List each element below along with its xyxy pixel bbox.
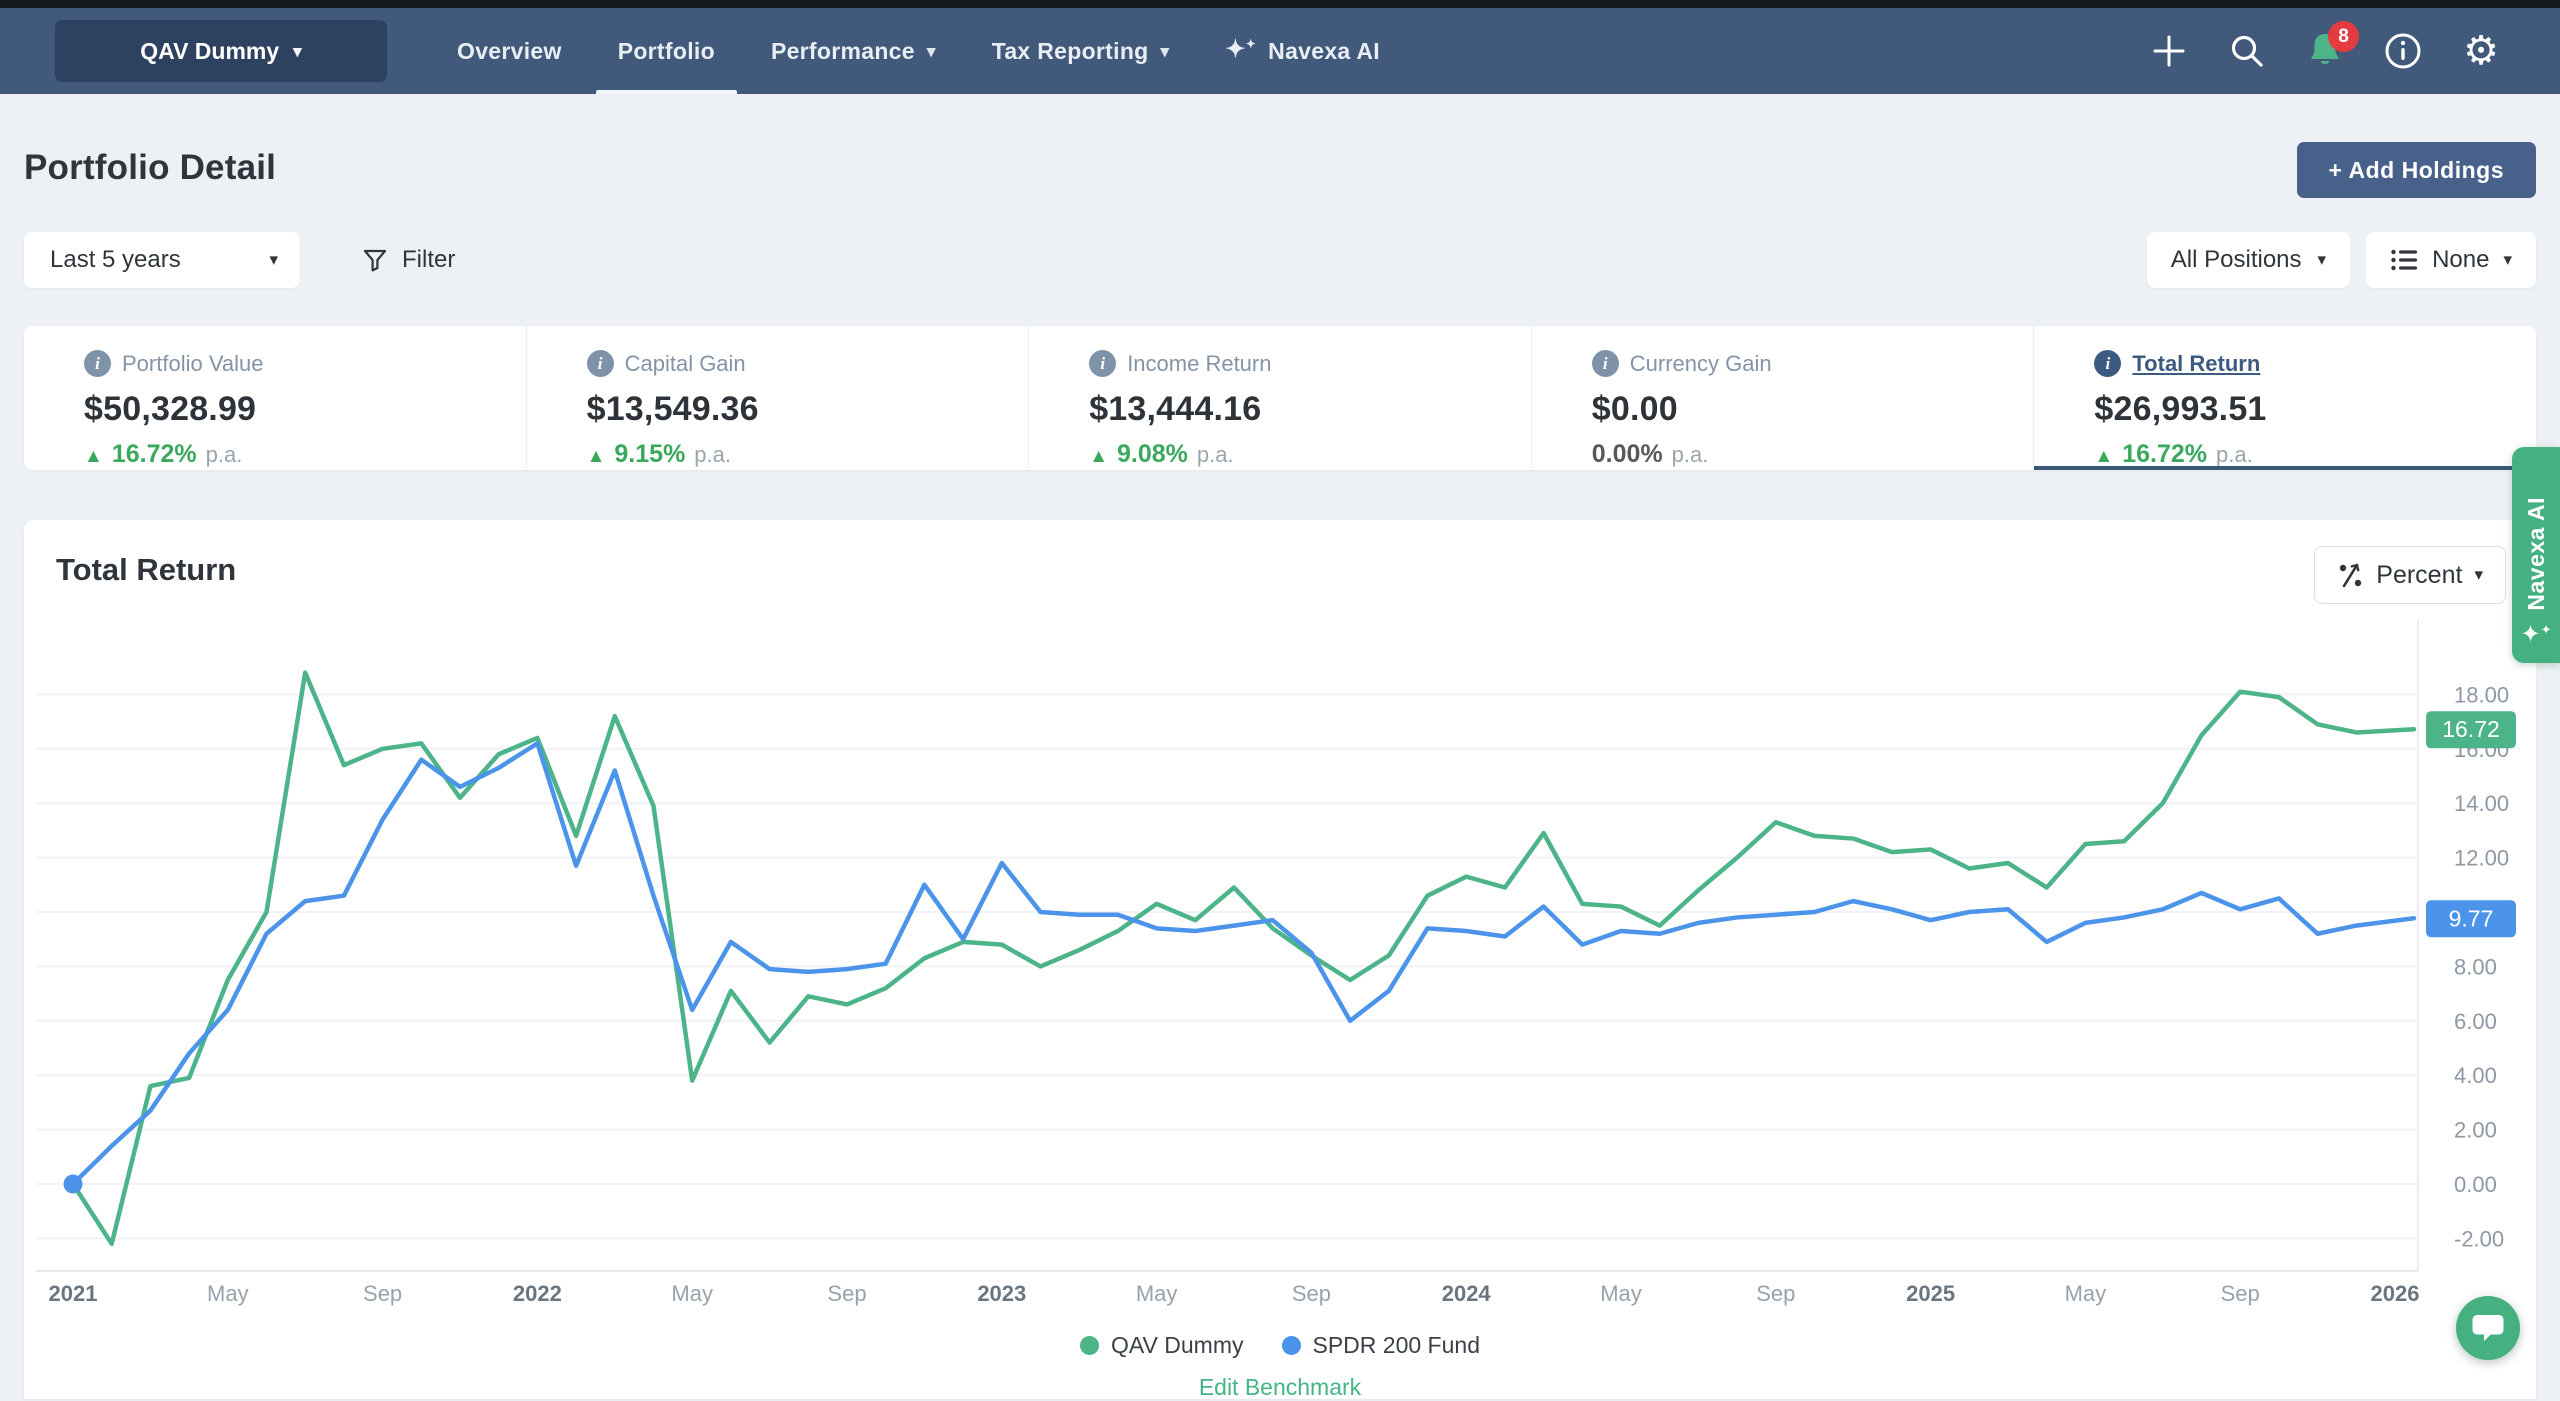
svg-text:12.00: 12.00	[2454, 846, 2509, 871]
svg-text:2026: 2026	[2371, 1281, 2420, 1306]
svg-text:9.77: 9.77	[2449, 905, 2494, 931]
period-select[interactable]: Last 5 years ▾	[24, 232, 300, 288]
nav-tab-tax-reporting[interactable]: Tax Reporting▾	[964, 8, 1198, 94]
chart-legend: QAV Dummy SPDR 200 Fund	[24, 1332, 2536, 1359]
filter-row: Last 5 years ▾ Filter All Positions ▾ No…	[24, 232, 2536, 288]
svg-text:Sep: Sep	[1292, 1281, 1331, 1306]
chevron-down-icon: ▾	[2474, 565, 2483, 585]
positions-select-value: All Positions	[2171, 246, 2302, 274]
page-header: Portfolio Detail + Add Holdings	[24, 138, 2536, 208]
svg-text:2021: 2021	[49, 1281, 98, 1306]
percent-icon	[2337, 562, 2364, 589]
nav-tab-overview[interactable]: Overview	[429, 8, 590, 94]
chart-title: Total Return	[56, 552, 236, 588]
svg-text:14.00: 14.00	[2454, 791, 2509, 816]
arrow-up-icon: ▲	[587, 446, 606, 468]
search-icon[interactable]	[2226, 30, 2268, 72]
arrow-up-icon: ▲	[2094, 446, 2113, 468]
chevron-down-icon: ▾	[293, 43, 302, 60]
settings-gear-icon[interactable]: ⚙	[2460, 30, 2502, 72]
notification-count-badge: 8	[2328, 21, 2359, 52]
stats-summary-bar: iPortfolio Value $50,328.99 ▲16.72%p.a. …	[24, 326, 2536, 470]
portfolio-selector-button[interactable]: QAV Dummy ▾	[55, 20, 387, 82]
grouping-select-value: None	[2432, 246, 2489, 274]
svg-text:-2.00: -2.00	[2454, 1226, 2504, 1251]
svg-text:May: May	[2065, 1281, 2107, 1306]
add-icon[interactable]	[2148, 30, 2190, 72]
grouping-select[interactable]: None ▾	[2366, 232, 2536, 288]
period-select-value: Last 5 years	[50, 246, 181, 274]
svg-text:Sep: Sep	[363, 1281, 402, 1306]
svg-text:6.00: 6.00	[2454, 1009, 2497, 1034]
svg-text:Sep: Sep	[2221, 1281, 2260, 1306]
chat-bubble-icon	[2471, 1311, 2505, 1345]
svg-text:4.00: 4.00	[2454, 1063, 2497, 1088]
navexa-ai-side-tab[interactable]: Navexa AI ✦✦	[2512, 447, 2560, 663]
svg-text:Sep: Sep	[827, 1281, 866, 1306]
funnel-icon	[362, 247, 388, 273]
info-icon: i	[1089, 350, 1116, 377]
navexa-ai-side-tab-label: Navexa AI	[2523, 497, 2550, 611]
sparkle-icon: ✦✦	[1225, 38, 1256, 62]
chevron-down-icon: ▾	[2318, 250, 2327, 270]
svg-text:May: May	[207, 1281, 249, 1306]
chevron-down-icon: ▾	[1161, 43, 1170, 60]
sparkle-icon: ✦✦	[2520, 623, 2551, 647]
portfolio-selector-label: QAV Dummy	[140, 38, 279, 65]
info-icon: i	[1592, 350, 1619, 377]
svg-text:Sep: Sep	[1756, 1281, 1795, 1306]
nav-tab-portfolio[interactable]: Portfolio	[590, 8, 743, 94]
right-filter-group: All Positions ▾ None ▾	[2147, 232, 2536, 288]
svg-text:May: May	[1600, 1281, 1642, 1306]
stat-capital-gain[interactable]: iCapital Gain $13,549.36 ▲9.15%p.a.	[526, 326, 1029, 470]
chat-support-button[interactable]	[2456, 1296, 2520, 1360]
stat-total-return[interactable]: iTotal Return $26,993.51 ▲16.72%p.a.	[2033, 326, 2536, 470]
nav-links: Overview Portfolio Performance▾ Tax Repo…	[429, 8, 1408, 94]
nav-tab-navexa-ai[interactable]: ✦✦Navexa AI	[1197, 8, 1408, 94]
svg-text:16.72: 16.72	[2442, 716, 2500, 742]
total-return-line-chart[interactable]: 18.0016.0014.0012.0010.008.006.004.002.0…	[24, 620, 2536, 1320]
notifications-bell-icon[interactable]: 8	[2304, 30, 2346, 72]
filter-button[interactable]: Filter	[362, 246, 455, 274]
legend-dot	[1080, 1336, 1099, 1355]
svg-text:2.00: 2.00	[2454, 1118, 2497, 1143]
chevron-down-icon: ▾	[269, 250, 278, 270]
chevron-down-icon: ▾	[927, 43, 936, 60]
stat-portfolio-value[interactable]: iPortfolio Value $50,328.99 ▲16.72%p.a.	[24, 326, 526, 470]
chart-unit-select[interactable]: Percent ▾	[2314, 546, 2506, 604]
svg-text:8.00: 8.00	[2454, 954, 2497, 979]
svg-text:2025: 2025	[1906, 1281, 1955, 1306]
chart-unit-value: Percent	[2376, 561, 2462, 590]
svg-text:2023: 2023	[977, 1281, 1026, 1306]
add-holdings-button[interactable]: + Add Holdings	[2297, 142, 2536, 198]
page-title: Portfolio Detail	[24, 148, 276, 188]
legend-dot	[1282, 1336, 1301, 1355]
svg-text:May: May	[1136, 1281, 1178, 1306]
info-icon: i	[84, 350, 111, 377]
edit-benchmark-link[interactable]: Edit Benchmark	[24, 1374, 2536, 1401]
stat-income-return[interactable]: iIncome Return $13,444.16 ▲9.08%p.a.	[1028, 326, 1531, 470]
window-top-edge	[0, 0, 2560, 8]
chevron-down-icon: ▾	[2503, 250, 2512, 270]
arrow-up-icon: ▲	[1089, 446, 1108, 468]
nav-tab-performance[interactable]: Performance▾	[743, 8, 964, 94]
navbar-icon-group: 8 ⚙	[2148, 8, 2502, 94]
list-icon	[2390, 247, 2418, 273]
top-navbar: QAV Dummy ▾ Overview Portfolio Performan…	[0, 8, 2560, 94]
info-icon[interactable]	[2382, 30, 2424, 72]
legend-item-qav-dummy[interactable]: QAV Dummy	[1080, 1332, 1243, 1359]
svg-text:May: May	[671, 1281, 713, 1306]
svg-text:18.00: 18.00	[2454, 682, 2509, 707]
filter-button-label: Filter	[402, 246, 455, 274]
info-icon: i	[2094, 350, 2121, 377]
stat-currency-gain[interactable]: iCurrency Gain $0.00 ▲0.00%p.a.	[1531, 326, 2034, 470]
positions-select[interactable]: All Positions ▾	[2147, 232, 2350, 288]
arrow-up-icon: ▲	[84, 446, 103, 468]
total-return-chart-card: Total Return Percent ▾ 18.0016.0014.0012…	[24, 520, 2536, 1399]
info-icon: i	[587, 350, 614, 377]
svg-text:2022: 2022	[513, 1281, 562, 1306]
legend-item-benchmark[interactable]: SPDR 200 Fund	[1282, 1332, 1480, 1359]
svg-text:0.00: 0.00	[2454, 1172, 2497, 1197]
svg-text:2024: 2024	[1442, 1281, 1492, 1306]
